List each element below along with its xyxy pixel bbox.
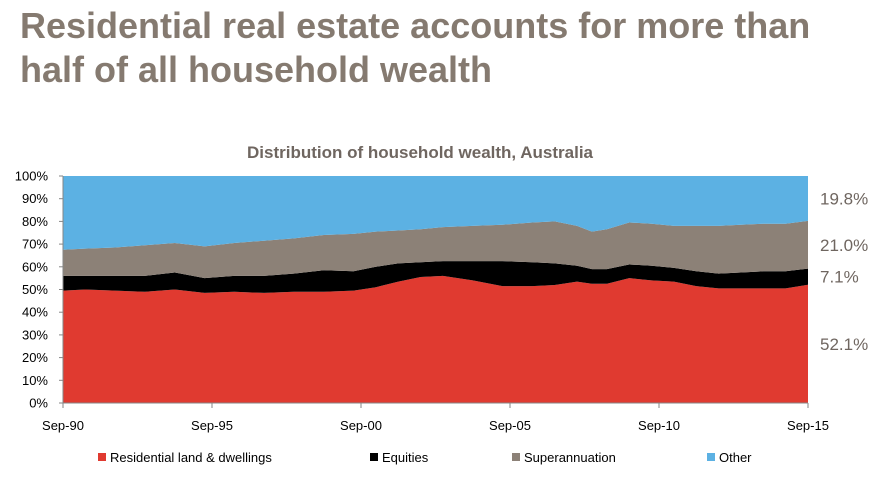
y-tick-label: 90% (22, 191, 48, 206)
legend-swatch (98, 453, 106, 461)
end-label-equities: 7.1% (820, 268, 859, 287)
legend-label: Superannuation (524, 450, 616, 465)
legend-label: Residential land & dwellings (110, 450, 272, 465)
headline: Residential real estate accounts for mor… (20, 5, 811, 90)
x-tick-label: Sep-90 (42, 418, 84, 433)
y-tick-label: 70% (22, 237, 48, 252)
x-tick-label: Sep-10 (638, 418, 680, 433)
area-series-1 (63, 261, 808, 293)
chart-title: Distribution of household wealth, Austra… (247, 143, 594, 162)
legend-swatch (707, 453, 715, 461)
legend-label: Equities (382, 450, 429, 465)
y-tick-label: 20% (22, 350, 48, 365)
x-tick-label: Sep-00 (340, 418, 382, 433)
y-tick-label: 10% (22, 373, 48, 388)
x-tick-label: Sep-05 (489, 418, 531, 433)
end-label-other: 19.8% (820, 189, 868, 208)
legend-swatch (370, 453, 378, 461)
x-tick-label: Sep-95 (191, 418, 233, 433)
x-tick-label: Sep-15 (787, 418, 829, 433)
area-series-3 (63, 176, 808, 250)
chart-areas (63, 176, 808, 403)
y-tick-label: 80% (22, 214, 48, 229)
legend-label: Other (719, 450, 752, 465)
chart-legend: Residential land & dwellings Equities Supe… (98, 450, 752, 465)
legend-swatch (512, 453, 520, 461)
y-tick-label: 50% (22, 282, 48, 297)
end-value-labels: 19.8% 21.0% 7.1% 52.1% (820, 189, 868, 353)
area-series-2 (63, 220, 808, 279)
chart-axes: 0% 10% 20% 30% 40% 50% 60% 70% 80% 90% 100% Sep-90 S… (15, 169, 829, 434)
end-label-residential-land-dwellings: 52.1% (820, 335, 868, 354)
end-label-superannuation: 21.0% (820, 236, 868, 255)
area-series-0 (63, 275, 808, 403)
y-tick-label: 40% (22, 305, 48, 320)
y-tick-label: 30% (22, 327, 48, 342)
y-tick-label: 60% (22, 259, 48, 274)
y-tick-label: 0% (29, 396, 48, 411)
y-tick-label: 100% (15, 169, 49, 184)
